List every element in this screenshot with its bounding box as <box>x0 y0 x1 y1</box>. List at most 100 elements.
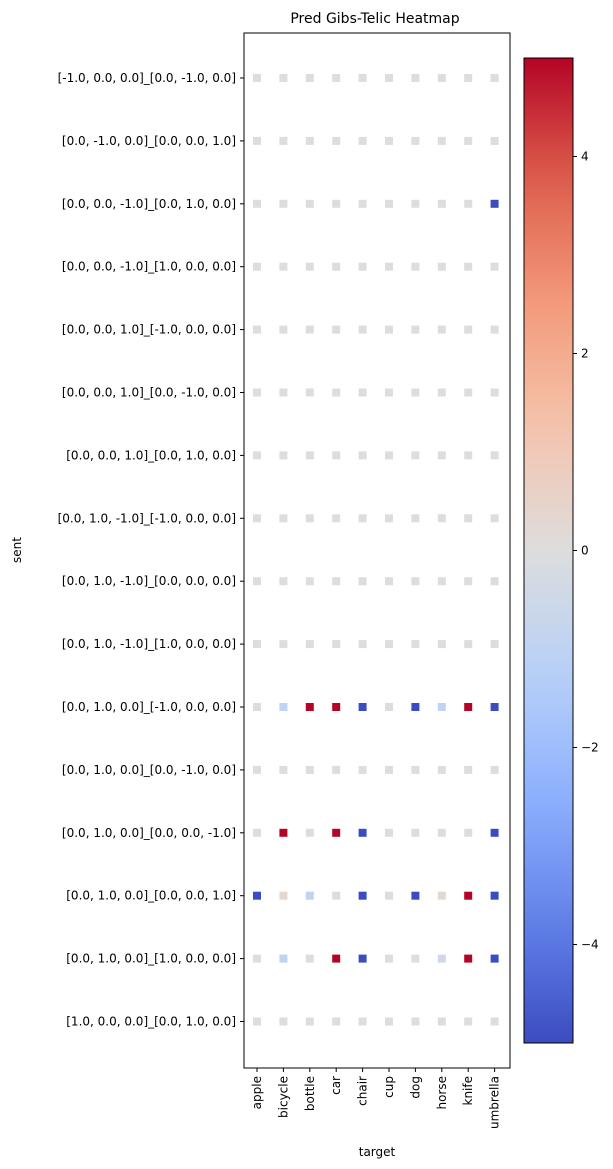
heatmap-cell <box>385 74 393 82</box>
heatmap-cell <box>385 828 393 837</box>
heatmap-cell <box>385 136 393 145</box>
heatmap-cell <box>464 325 473 334</box>
heatmap-cell <box>437 891 446 900</box>
heatmap-cell <box>385 1017 393 1026</box>
y-tick-label: [0.0, 0.0, -1.0]_[1.0, 0.0, 0.0] <box>62 260 236 274</box>
heatmap-cell <box>411 954 420 963</box>
heatmap-cell <box>332 136 341 145</box>
heatmap-cell <box>332 891 341 900</box>
heatmap-cell <box>490 640 499 649</box>
heatmap-cell <box>279 1017 288 1026</box>
heatmap-cell <box>385 262 393 271</box>
heatmap-cell <box>332 954 341 963</box>
heatmap-cell <box>305 514 314 523</box>
heatmap-cell <box>464 577 473 586</box>
heatmap-cell <box>305 451 314 460</box>
x-tick-label: cup <box>382 1076 396 1098</box>
y-tick-label: [0.0, 1.0, 0.0]_[0.0, -1.0, 0.0] <box>62 763 236 777</box>
heatmap-cell <box>253 199 261 208</box>
x-tick-labels: apple bicycle bottle car chair cup dog horse kni… <box>250 1068 502 1129</box>
x-tick-label: chair <box>356 1076 370 1106</box>
x-tick-label: apple <box>250 1076 264 1109</box>
heatmap-cell <box>253 703 261 711</box>
heatmap-cell <box>279 136 288 145</box>
heatmap-cell <box>279 325 288 334</box>
heatmap-cell <box>437 74 446 82</box>
heatmap-cell <box>464 451 473 460</box>
heatmap-cell <box>279 577 288 586</box>
heatmap-cell <box>305 388 314 397</box>
y-tick-label: [0.0, 1.0, -1.0]_[1.0, 0.0, 0.0] <box>62 637 236 651</box>
colorbar-tick-label: 2 <box>581 347 589 361</box>
heatmap-cell <box>437 136 446 145</box>
heatmap-cell <box>411 640 420 649</box>
heatmap-cell <box>279 765 288 774</box>
x-tick-label: knife <box>461 1076 475 1106</box>
heatmap-cell <box>332 388 341 397</box>
heatmap-cell <box>253 577 261 586</box>
heatmap-cell <box>305 828 314 837</box>
heatmap-cell <box>437 828 446 837</box>
heatmap-cell <box>332 74 341 82</box>
heatmap-cell <box>358 451 367 460</box>
heatmap-cell <box>464 262 473 271</box>
heatmap-cell <box>332 640 341 649</box>
heatmap-cell <box>437 640 446 649</box>
heatmap-cell <box>279 640 288 649</box>
heatmap-cell <box>437 577 446 586</box>
y-tick-label: [0.0, -1.0, 0.0]_[0.0, 0.0, 1.0] <box>62 134 236 148</box>
heatmap-cell <box>279 451 288 460</box>
heatmap-cell <box>411 325 420 334</box>
heatmap-cell <box>437 262 446 271</box>
heatmap-cell <box>411 136 420 145</box>
heatmap-cell <box>358 388 367 397</box>
heatmap-cell <box>490 388 499 397</box>
heatmap-cell <box>490 765 499 774</box>
heatmap-cell <box>305 765 314 774</box>
heatmap-cell <box>358 640 367 649</box>
heatmap-cell <box>332 765 341 774</box>
heatmap-cell <box>437 451 446 460</box>
heatmap-cell <box>332 199 341 208</box>
heatmap-cell <box>358 74 367 82</box>
heatmap-cell <box>437 199 446 208</box>
chart-title: Pred Gibs-Telic Heatmap <box>290 11 459 27</box>
heatmap-cell <box>411 199 420 208</box>
y-tick-label: [0.0, 0.0, 1.0]_[-1.0, 0.0, 0.0] <box>62 323 236 337</box>
heatmap-cell <box>385 451 393 460</box>
heatmap-cell <box>279 828 288 837</box>
heatmap-cell <box>358 325 367 334</box>
heatmap-cell <box>358 199 367 208</box>
heatmap-cell <box>305 262 314 271</box>
x-tick-label: bottle <box>303 1076 317 1111</box>
colorbar <box>523 57 574 1044</box>
heatmap-cell <box>490 954 499 963</box>
heatmap-cell <box>253 262 261 271</box>
heatmap-cell <box>464 891 473 900</box>
heatmap-cell <box>332 451 341 460</box>
heatmap-cells <box>253 74 499 1026</box>
heatmap-cell <box>464 828 473 837</box>
heatmap-cell <box>358 765 367 774</box>
heatmap-cell <box>279 514 288 523</box>
heatmap-cell <box>464 640 473 649</box>
y-tick-label: [0.0, 1.0, -1.0]_[0.0, 0.0, 0.0] <box>62 574 236 588</box>
heatmap-cell <box>464 514 473 523</box>
heatmap-cell <box>490 136 499 145</box>
heatmap-cell <box>464 388 473 397</box>
heatmap-cell <box>305 954 314 963</box>
heatmap-cell <box>253 514 261 523</box>
heatmap-cell <box>358 577 367 586</box>
heatmap-cell <box>305 577 314 586</box>
heatmap-cell <box>332 577 341 586</box>
y-axis-label: sent <box>10 537 24 563</box>
heatmap-cell <box>490 1017 499 1026</box>
heatmap-cell <box>385 325 393 334</box>
heatmap-cell <box>358 514 367 523</box>
heatmap-cell <box>464 954 473 963</box>
heatmap-cell <box>411 703 420 711</box>
heatmap-cell <box>279 199 288 208</box>
heatmap-cell <box>332 703 341 711</box>
heatmap-cell <box>490 577 499 586</box>
